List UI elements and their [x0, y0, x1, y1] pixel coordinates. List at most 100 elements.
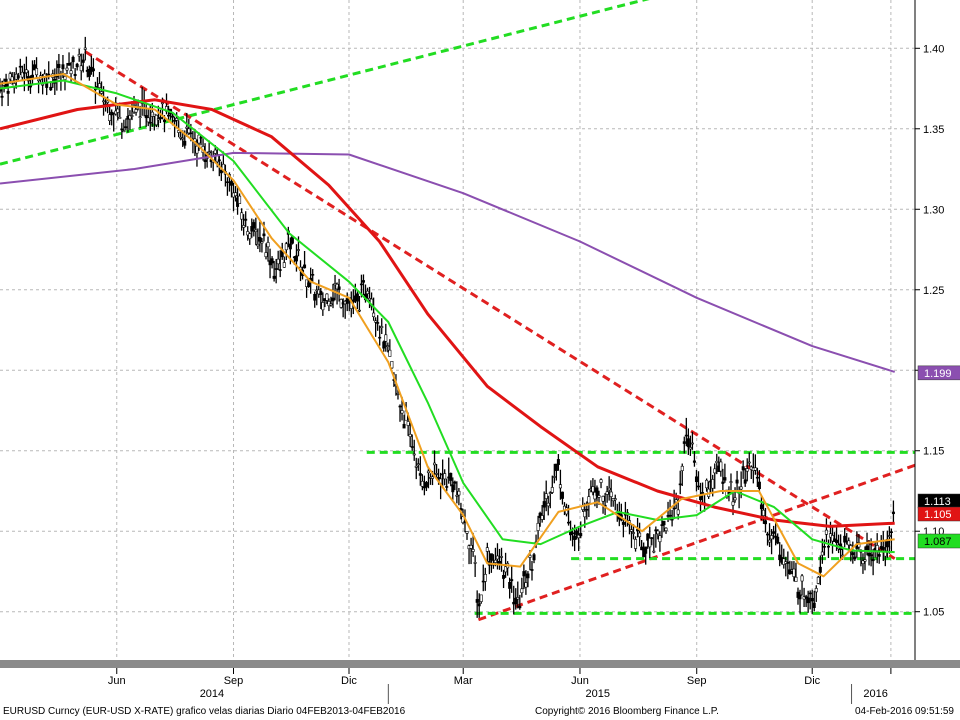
candle-body	[552, 476, 556, 478]
footer-timestamp: 04-Feb-2016 09:51:59	[855, 706, 954, 717]
candle-body	[282, 262, 286, 268]
candle-body	[595, 487, 599, 496]
candle-body	[705, 479, 709, 489]
candle-body	[234, 192, 238, 197]
candle-body	[329, 303, 333, 306]
year-label: 2015	[585, 688, 609, 700]
y-axis: 1.401.351.301.251.201.151.101.05	[915, 43, 944, 619]
candle-body	[644, 546, 648, 554]
candle-body	[755, 476, 759, 479]
candle-body	[35, 68, 39, 76]
candle-body	[843, 535, 847, 543]
candle-body	[8, 73, 12, 80]
candle-body	[536, 522, 540, 531]
candle-body	[449, 472, 453, 481]
candle-body	[445, 486, 449, 488]
candle-body	[550, 487, 554, 493]
year-label: 2014	[200, 688, 224, 700]
candle-body	[788, 569, 792, 575]
candle-body	[495, 555, 499, 560]
candle-body	[437, 477, 441, 479]
candle-body	[408, 433, 412, 437]
candle-body	[810, 597, 814, 602]
candle-body	[0, 88, 2, 92]
candle-body	[433, 462, 437, 466]
candle-body	[680, 465, 684, 471]
candle-body	[288, 243, 292, 250]
candle-body	[242, 225, 246, 228]
candle-body	[250, 226, 254, 232]
candle-body	[808, 592, 812, 595]
candle-body	[77, 54, 81, 57]
candle-body	[457, 490, 461, 496]
candle-body	[729, 481, 733, 483]
candle-body	[583, 510, 587, 518]
candle-body	[719, 461, 723, 472]
candle-body	[571, 532, 575, 535]
candle-body	[650, 537, 654, 539]
candle-body	[556, 459, 560, 465]
candle-body	[148, 121, 152, 124]
candle-body	[69, 70, 73, 75]
candle-body	[134, 109, 138, 113]
candle-body	[761, 509, 765, 516]
candle-body	[473, 562, 477, 564]
footer: EURUSD Curncy (EUR-USD X-RATE) grafico v…	[3, 706, 954, 717]
candle-body	[175, 118, 179, 121]
candle-body	[63, 76, 67, 80]
candle-body	[865, 545, 869, 552]
candle-body	[632, 532, 636, 534]
candle-body	[122, 130, 126, 133]
candle-body	[79, 65, 83, 72]
candle-body	[313, 293, 317, 301]
candle-body	[871, 559, 875, 562]
candle-body	[294, 255, 298, 262]
candle-body	[272, 275, 276, 279]
candle-body	[634, 539, 638, 549]
candle-body	[258, 237, 262, 242]
candle-body	[274, 268, 278, 270]
candle-body	[406, 421, 410, 426]
value-tag-label: 1.199	[924, 368, 952, 380]
candle-body	[731, 501, 735, 506]
candle-body	[869, 554, 873, 557]
candle-body	[453, 481, 457, 484]
candle-body	[567, 521, 571, 524]
candle-body	[203, 159, 207, 162]
x-tick-label: Dic	[341, 675, 357, 687]
candle-body	[711, 479, 715, 489]
candle-body	[772, 531, 776, 534]
candle-body	[18, 65, 22, 68]
candle-body	[889, 531, 893, 534]
candle-body	[81, 59, 85, 63]
candle-body	[518, 605, 522, 609]
candle-body	[682, 441, 686, 444]
candle-body	[548, 492, 552, 494]
value-tag	[917, 506, 960, 522]
candle-body	[794, 576, 798, 582]
candle-body	[479, 594, 483, 602]
candle-body	[244, 218, 248, 221]
candle-body	[741, 466, 745, 471]
candle-body	[554, 463, 558, 471]
candle-body	[217, 159, 221, 162]
candle-body	[676, 509, 680, 515]
candle-body	[826, 545, 830, 548]
x-axis-band	[0, 660, 960, 668]
candle-body	[67, 62, 71, 66]
candle-body	[668, 514, 672, 517]
candle-body	[528, 555, 532, 558]
candle-body	[357, 309, 361, 312]
candle-body	[786, 561, 790, 564]
candle-body	[514, 597, 518, 605]
candle-body	[16, 75, 20, 79]
candle-body	[420, 480, 424, 487]
candle-body	[130, 115, 134, 117]
candle-body	[144, 115, 148, 119]
candle-body	[171, 115, 175, 118]
candle-body	[831, 535, 835, 542]
candle-body	[524, 582, 528, 588]
candle-body	[585, 508, 589, 511]
candle-body	[502, 575, 506, 579]
